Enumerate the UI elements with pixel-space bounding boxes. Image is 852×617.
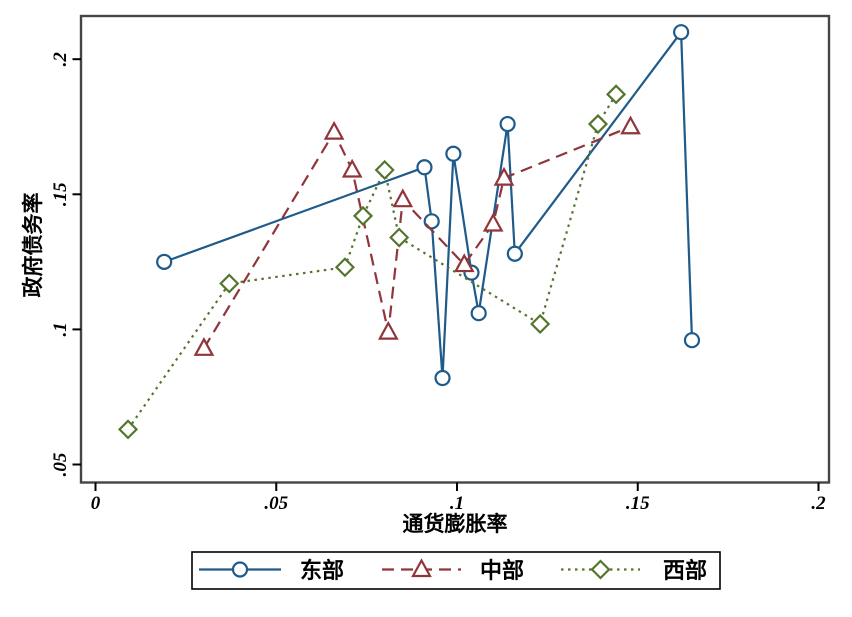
triangle-marker — [493, 166, 515, 186]
diamond-marker — [352, 205, 374, 226]
series-line-dashed — [202, 125, 631, 349]
series-西部 — [117, 84, 627, 440]
diamond-marker — [117, 419, 139, 440]
legend-item-label: 西部 — [663, 558, 707, 583]
circle-marker — [506, 245, 523, 262]
circle-marker — [499, 115, 516, 133]
series-layer — [117, 24, 701, 440]
y-tick-label: .05 — [50, 452, 71, 476]
circle-marker — [683, 332, 701, 349]
circle-marker — [445, 145, 462, 162]
triangle-marker — [377, 320, 399, 340]
y-axis-ticks: .05 .1 .15 .2 — [50, 52, 81, 476]
diamond-marker — [587, 113, 609, 135]
circle-marker — [156, 253, 173, 270]
x-tick-label: .2 — [811, 493, 826, 514]
series-中部 — [193, 115, 641, 356]
x-tick-label: .1 — [450, 493, 464, 514]
x-tick-label: .05 — [264, 493, 288, 514]
legend-diamond-marker — [590, 559, 611, 580]
circle-marker — [434, 369, 451, 387]
diamond-marker — [219, 273, 240, 294]
circle-marker — [423, 213, 440, 230]
y-tick-label: .2 — [50, 52, 71, 67]
y-tick-label: .1 — [50, 322, 71, 336]
x-tick-label: 0 — [91, 493, 101, 514]
legend: 东部 中部 西部 — [191, 551, 721, 590]
triangle-marker — [341, 158, 363, 178]
y-tick-label: .15 — [50, 182, 71, 206]
x-axis-ticks: 0 .05 .1 .15 .2 — [91, 482, 826, 514]
diamond-marker — [389, 227, 410, 248]
triangle-marker — [392, 188, 414, 208]
plot-border — [79, 14, 831, 484]
diamond-marker — [606, 84, 627, 105]
legend-circle-marker — [231, 561, 249, 578]
triangle-marker — [323, 120, 345, 140]
triangle-marker — [620, 115, 641, 135]
circle-marker — [673, 24, 690, 41]
x-tick-label: .15 — [626, 493, 650, 514]
diamond-marker — [374, 159, 395, 181]
diamond-marker — [530, 313, 551, 335]
legend-triangle-marker — [411, 558, 432, 578]
triangle-marker — [453, 253, 475, 273]
legend-item-label: 中部 — [480, 558, 524, 583]
x-axis-title: 通货膨胀率 — [403, 512, 508, 536]
triangle-marker — [193, 337, 215, 356]
series-东部 — [156, 24, 701, 387]
triangle-marker — [482, 212, 504, 232]
series-line-solid — [163, 29, 694, 379]
diamond-marker — [334, 257, 355, 278]
circle-marker — [416, 159, 433, 176]
y-axis-title: 政府债务率 — [21, 193, 45, 298]
legend-item-label: 东部 — [300, 558, 344, 583]
circle-marker — [470, 305, 487, 322]
